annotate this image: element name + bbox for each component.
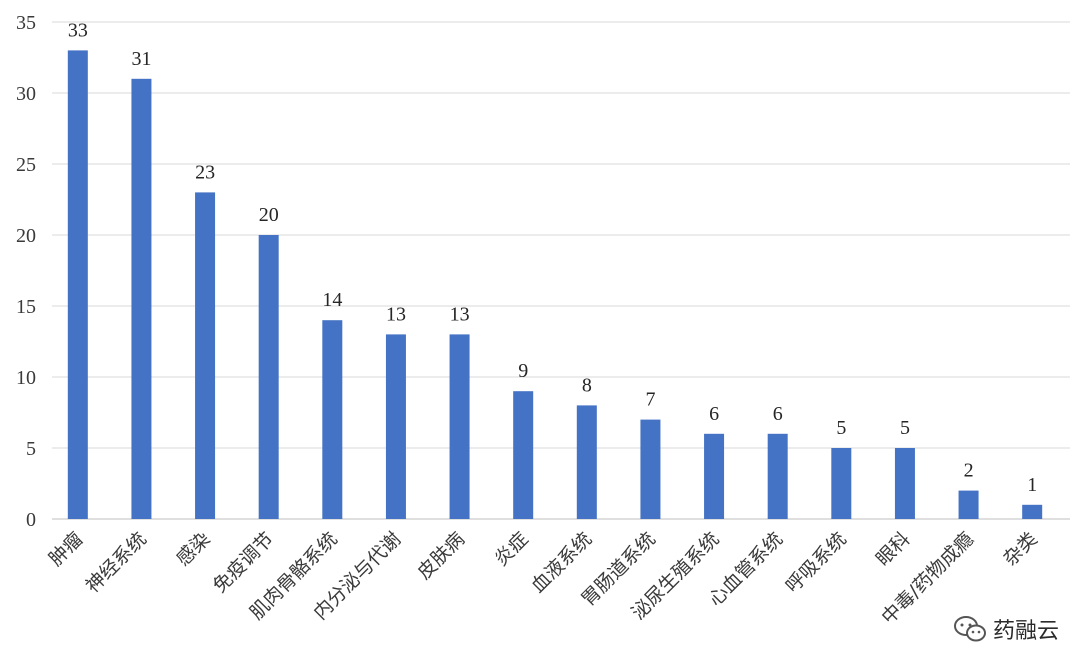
- bar: [449, 334, 470, 519]
- wechat-icon: [953, 616, 986, 642]
- x-tick-label: 炎症: [490, 528, 532, 570]
- data-label: 1: [1027, 474, 1037, 496]
- y-tick-label: 0: [26, 509, 36, 531]
- data-label: 23: [195, 161, 215, 183]
- bar: [831, 448, 852, 519]
- y-tick-label: 30: [16, 83, 36, 105]
- bar: [640, 419, 661, 519]
- data-label: 5: [836, 417, 846, 439]
- bars: [67, 50, 1043, 520]
- x-tick-label: 杂类: [999, 528, 1041, 570]
- data-label: 2: [964, 460, 974, 482]
- data-label: 13: [386, 303, 406, 325]
- watermark: 药融云: [953, 613, 1059, 645]
- bar: [894, 448, 915, 519]
- bar: [704, 433, 725, 519]
- x-tick-label: 感染: [172, 528, 214, 570]
- bar: [576, 405, 597, 519]
- bar: [258, 235, 279, 519]
- x-tick-label: 呼吸系统: [782, 528, 851, 597]
- y-tick-label: 35: [16, 12, 36, 34]
- data-label: 20: [259, 204, 279, 226]
- x-tick-label: 神经系统: [82, 528, 151, 597]
- y-tick-label: 25: [16, 154, 36, 176]
- y-tick-label: 20: [16, 225, 36, 247]
- bar: [513, 391, 534, 519]
- x-tick-label: 皮肤病: [413, 528, 469, 584]
- bar: [67, 50, 88, 520]
- x-tick-label: 肿瘤: [45, 528, 87, 570]
- bar: [195, 192, 216, 519]
- bar: [767, 433, 788, 519]
- data-labels: 33 31 23 20 14 13 13 9 8 7 6 6 5 5 2 1: [68, 19, 1037, 495]
- data-label: 7: [645, 389, 655, 411]
- data-label: 13: [450, 303, 470, 325]
- data-label: 14: [322, 289, 342, 311]
- data-label: 31: [131, 48, 151, 70]
- x-tick-label: 眼科: [872, 528, 914, 570]
- y-tick-label: 5: [26, 438, 36, 460]
- y-tick-label: 10: [16, 367, 36, 389]
- y-axis-ticks: 0 5 10 15 20 25 30 35: [16, 12, 36, 531]
- bar: [322, 320, 343, 519]
- y-tick-label: 15: [16, 296, 36, 318]
- watermark-text: 药融云: [992, 619, 1059, 644]
- data-label: 8: [582, 374, 592, 396]
- bar: [958, 490, 979, 519]
- data-label: 6: [773, 403, 783, 425]
- data-label: 6: [709, 403, 719, 425]
- bar: [385, 334, 406, 519]
- data-label: 33: [68, 19, 88, 41]
- data-label: 9: [518, 360, 528, 382]
- bar: [131, 78, 152, 520]
- gridlines: [52, 21, 1070, 520]
- bar: [1022, 504, 1043, 519]
- data-label: 5: [900, 417, 910, 439]
